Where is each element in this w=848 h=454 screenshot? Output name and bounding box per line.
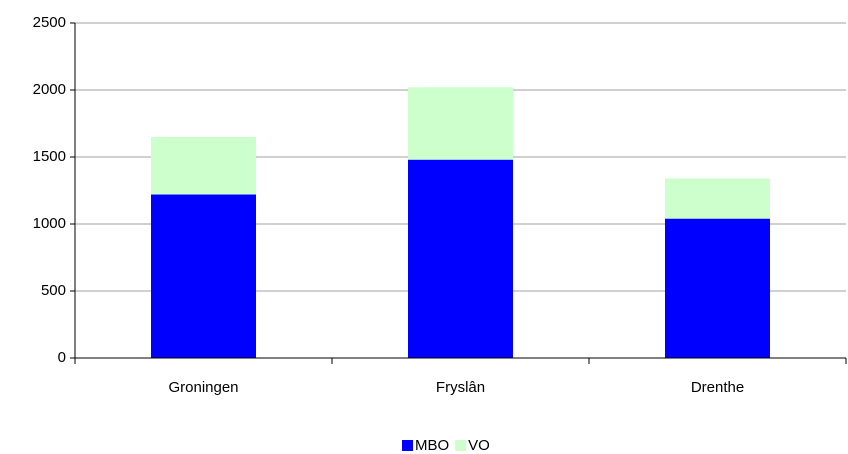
bar-segment — [151, 136, 256, 195]
bar-segment — [408, 159, 513, 358]
x-tick-label: Fryslân — [436, 379, 485, 396]
bar-segment — [665, 218, 770, 358]
x-tick-label: Drenthe — [691, 379, 744, 396]
y-tick-label: 2500 — [33, 14, 66, 31]
legend-swatch — [455, 440, 467, 451]
x-tick-label: Groningen — [168, 379, 238, 396]
legend-swatch — [402, 440, 413, 451]
y-tick-label: 500 — [41, 282, 66, 299]
y-tick-label: 0 — [58, 349, 66, 366]
bar-segment — [151, 194, 256, 358]
bar-segment — [408, 87, 513, 160]
y-tick-label: 1500 — [33, 148, 66, 165]
legend-label: VO — [468, 437, 490, 454]
legend-label: MBO — [415, 437, 449, 454]
bar-segment — [665, 178, 770, 219]
y-tick-label: 1000 — [33, 215, 66, 232]
y-tick-label: 2000 — [33, 81, 66, 98]
